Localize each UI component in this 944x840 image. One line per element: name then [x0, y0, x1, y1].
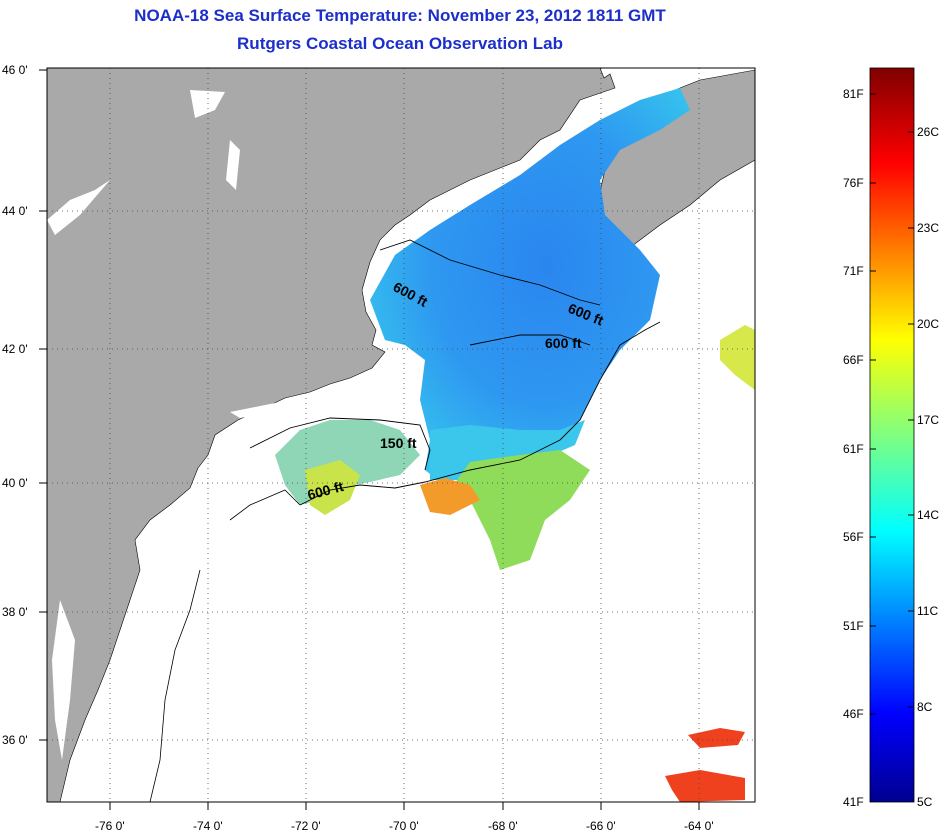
- colorbar-f-label: 71F: [843, 264, 864, 278]
- colorbar-f-label: 66F: [843, 353, 864, 367]
- colorbar-c-label: 14C: [917, 508, 939, 522]
- chart-title: NOAA-18 Sea Surface Temperature: Novembe…: [134, 6, 666, 25]
- colorbar-c-label: 26C: [917, 125, 939, 139]
- chart-subtitle: Rutgers Coastal Ocean Observation Lab: [237, 34, 563, 53]
- lon-tick-label: -66 0': [586, 819, 616, 833]
- contour-label: 150 ft: [380, 435, 417, 451]
- sst-yellow-water: [305, 460, 360, 515]
- chesapeake-bay: [52, 600, 75, 760]
- colorbar-f-label: 46F: [843, 707, 864, 721]
- lon-tick-label: -68 0': [488, 819, 518, 833]
- sst-east-warm: [720, 325, 755, 390]
- colorbar-c-label: 20C: [917, 317, 939, 331]
- contour-label: 600 ft: [545, 335, 582, 351]
- colorbar-f-label: 76F: [843, 176, 864, 190]
- lon-tick-label: -76 0': [95, 819, 125, 833]
- colorbar-f-label: 41F: [843, 795, 864, 809]
- lon-tick-label: -74 0': [193, 819, 223, 833]
- land-mass: [47, 68, 616, 802]
- graticule: [47, 68, 755, 802]
- colorbar-f-label: 56F: [843, 530, 864, 544]
- colorbar-f-label: 51F: [843, 619, 864, 633]
- lat-tick-label: 44 0': [2, 204, 28, 218]
- colorbar-ticks: [870, 93, 914, 715]
- colorbar-c-label: 17C: [917, 413, 939, 427]
- sst-southeast-warm: [665, 770, 745, 802]
- colorbar-f-label: 81F: [843, 87, 864, 101]
- sst-warm-water: [420, 478, 480, 515]
- lat-tick-label: 38 0': [2, 605, 28, 619]
- depth-contour-600ft-gulf: [379, 239, 601, 346]
- lon-tick-label: -72 0': [291, 819, 321, 833]
- long-island-sound: [230, 392, 340, 418]
- lat-tick-label: 36 0': [2, 733, 28, 747]
- colorbar-f-label: 61F: [843, 442, 864, 456]
- lat-tick-label: 42 0': [2, 342, 28, 356]
- lon-tick-label: -64 0': [684, 819, 714, 833]
- sst-green-water: [450, 450, 590, 570]
- depth-contour-600ft: [299, 321, 661, 506]
- sst-cold-water: [370, 88, 690, 482]
- lake: [190, 90, 225, 118]
- colorbar: [869, 67, 915, 803]
- lake: [226, 140, 240, 190]
- sst-southeast-warm: [688, 728, 745, 748]
- colorbar-c-label: 23C: [917, 221, 939, 235]
- depth-contour-150ft: [249, 417, 431, 471]
- axis-ticks: [39, 69, 700, 810]
- colorbar-c-label: 5C: [917, 795, 933, 809]
- depth-contour-shelf: [149, 489, 301, 802]
- colorbar-c-label: 11C: [917, 604, 938, 618]
- lat-tick-label: 46 0': [2, 63, 28, 77]
- plot-frame: [46, 67, 756, 803]
- lake: [47, 180, 110, 235]
- lat-tick-label: 40 0': [2, 476, 28, 490]
- colorbar-c-label: 8C: [917, 700, 933, 714]
- lon-tick-label: -70 0': [389, 819, 419, 833]
